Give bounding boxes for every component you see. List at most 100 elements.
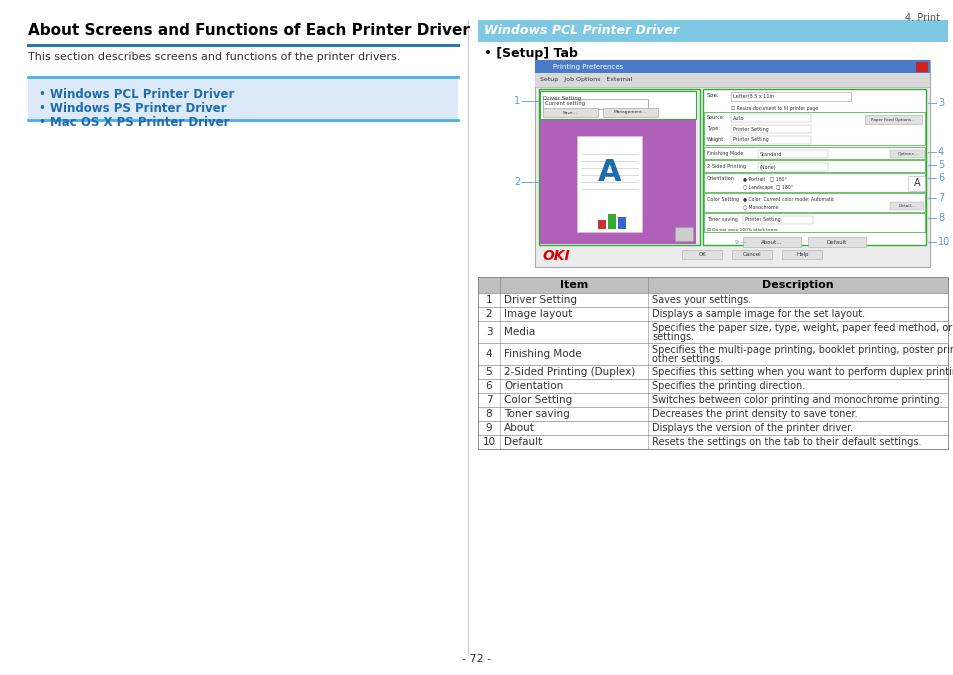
Text: 7: 7 xyxy=(485,395,492,405)
Text: Image layout: Image layout xyxy=(503,309,572,319)
Text: ● Portrait   □ 180°: ● Portrait □ 180° xyxy=(742,176,786,182)
Bar xyxy=(703,173,924,192)
Text: Specifies the paper size, type, weight, paper feed method, or other: Specifies the paper size, type, weight, … xyxy=(651,323,953,333)
Text: 5: 5 xyxy=(485,367,492,377)
Text: Toner saving: Toner saving xyxy=(503,409,569,419)
Text: Detail...: Detail... xyxy=(898,204,915,208)
Text: 9 —: 9 — xyxy=(734,240,746,244)
Bar xyxy=(730,92,850,101)
Bar xyxy=(703,213,924,232)
Text: settings.: settings. xyxy=(651,332,694,342)
Bar xyxy=(907,176,924,191)
Bar xyxy=(477,365,947,379)
Text: Color Setting: Color Setting xyxy=(706,196,739,202)
Text: Size:: Size: xyxy=(706,93,719,98)
Text: Windows PCL Printer Driver: Windows PCL Printer Driver xyxy=(50,88,234,101)
Bar xyxy=(889,150,924,158)
Text: Auto: Auto xyxy=(732,115,743,121)
Text: Finishing Mode: Finishing Mode xyxy=(503,349,581,359)
Text: 4. Print: 4. Print xyxy=(904,13,939,23)
Text: Displays the version of the printer driver.: Displays the version of the printer driv… xyxy=(651,423,852,433)
Text: A: A xyxy=(913,178,920,188)
Text: Switches between color printing and monochrome printing.: Switches between color printing and mono… xyxy=(651,395,942,405)
Text: Weight:: Weight: xyxy=(706,137,725,142)
Bar xyxy=(889,202,923,210)
Text: 7: 7 xyxy=(937,193,943,203)
Text: •: • xyxy=(38,88,45,101)
Bar xyxy=(742,216,812,224)
Text: 5: 5 xyxy=(937,160,943,170)
Text: Specifies this setting when you want to perform duplex printing.: Specifies this setting when you want to … xyxy=(651,367,953,377)
Text: 2-Sided Printing (Duplex): 2-Sided Printing (Duplex) xyxy=(503,367,635,377)
Text: Decreases the print density to save toner.: Decreases the print density to save tone… xyxy=(651,409,857,419)
Text: •: • xyxy=(38,102,45,115)
Bar xyxy=(477,307,947,321)
Bar xyxy=(702,89,925,245)
Text: Displays a sample image for the set layout.: Displays a sample image for the set layo… xyxy=(651,309,864,319)
Bar xyxy=(742,237,801,247)
Text: - 72 -: - 72 - xyxy=(462,654,491,664)
Bar xyxy=(542,99,647,109)
Text: 10: 10 xyxy=(937,237,949,247)
Bar xyxy=(807,237,865,247)
Text: 8: 8 xyxy=(485,409,492,419)
Bar xyxy=(598,220,605,229)
Bar xyxy=(703,147,924,159)
Text: About: About xyxy=(503,423,535,433)
Text: Letter(8.5 x 11in: Letter(8.5 x 11in xyxy=(732,94,773,99)
Text: 3: 3 xyxy=(937,98,943,108)
Bar xyxy=(730,114,810,122)
Text: ● Color  Current color mode: Automatic: ● Color Current color mode: Automatic xyxy=(742,196,834,202)
Bar xyxy=(477,293,947,307)
Text: OK: OK xyxy=(698,252,705,257)
Text: 8: 8 xyxy=(937,213,943,223)
Bar xyxy=(703,193,924,212)
Text: Printing Preferences: Printing Preferences xyxy=(553,63,622,70)
Text: Default: Default xyxy=(826,240,846,244)
Text: Setup   Job Options   External: Setup Job Options External xyxy=(539,78,632,82)
Bar xyxy=(477,421,947,435)
Bar xyxy=(732,250,772,259)
Text: Current setting: Current setting xyxy=(544,101,584,107)
Text: ☐ Resize document to fit printer page: ☐ Resize document to fit printer page xyxy=(730,106,818,111)
Bar xyxy=(539,91,696,119)
Text: Driver Setting: Driver Setting xyxy=(542,96,580,101)
Bar xyxy=(915,62,927,72)
Text: 3: 3 xyxy=(485,327,492,337)
Text: • [Setup] Tab: • [Setup] Tab xyxy=(483,47,578,60)
Text: Windows PS Printer Driver: Windows PS Printer Driver xyxy=(50,102,227,115)
Bar xyxy=(577,136,641,232)
Bar xyxy=(477,379,947,393)
Bar xyxy=(607,214,616,229)
Text: About...: About... xyxy=(760,240,781,244)
Bar xyxy=(535,60,929,267)
Bar xyxy=(539,120,696,244)
Text: Printer Setting: Printer Setting xyxy=(732,138,768,142)
Text: Cancel: Cancel xyxy=(742,252,761,257)
Bar xyxy=(542,108,598,117)
Bar xyxy=(602,108,658,117)
Bar xyxy=(477,277,947,293)
Text: Specifies the printing direction.: Specifies the printing direction. xyxy=(651,381,804,391)
Text: A: A xyxy=(598,158,621,187)
Bar xyxy=(535,60,929,73)
Bar xyxy=(758,150,827,158)
Text: (None): (None) xyxy=(760,165,776,169)
Text: Mac OS X PS Printer Driver: Mac OS X PS Printer Driver xyxy=(50,116,230,129)
Bar xyxy=(477,20,947,42)
Text: OKI: OKI xyxy=(542,249,570,263)
Text: Saves your settings.: Saves your settings. xyxy=(651,295,750,305)
Text: Default: Default xyxy=(503,437,541,447)
Bar xyxy=(675,227,692,241)
Text: Specifies the multi-page printing, booklet printing, poster printing, or: Specifies the multi-page printing, bookl… xyxy=(651,345,953,355)
Text: •: • xyxy=(38,116,45,129)
Text: Orientation: Orientation xyxy=(706,176,734,182)
Bar xyxy=(477,277,947,449)
Text: 4: 4 xyxy=(485,349,492,359)
Text: Color Setting: Color Setting xyxy=(503,395,572,405)
Text: Save...: Save... xyxy=(562,111,577,115)
Bar xyxy=(538,89,700,245)
Text: Media: Media xyxy=(503,327,535,337)
Bar xyxy=(477,435,947,449)
Text: Standard: Standard xyxy=(760,151,781,157)
